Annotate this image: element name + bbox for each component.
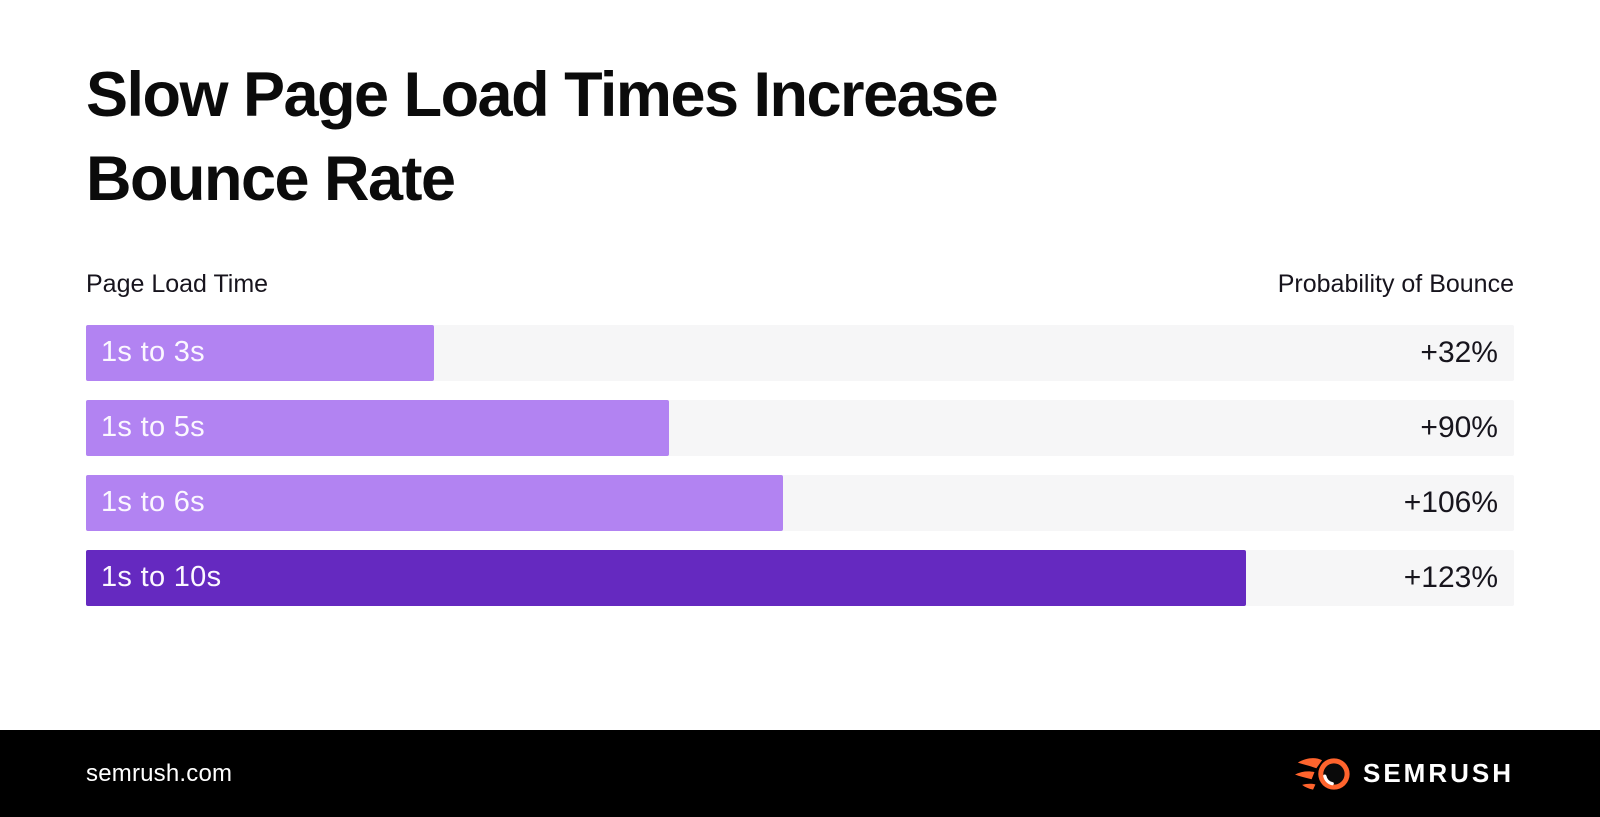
bar-value: +106% <box>1403 485 1498 519</box>
bar-chart: 1s to 3s +32% 1s to 5s +90% 1s to 6s +106% 1s … <box>86 324 1514 606</box>
left-axis-header: Page Load Time <box>86 269 269 298</box>
bar-value: +32% <box>1420 335 1498 369</box>
bar-1s-to-6s: 1s to 6s <box>86 474 783 531</box>
bar-label: 1s to 10s <box>101 561 222 594</box>
bar-1s-to-5s: 1s to 5s <box>86 399 669 456</box>
footer-bar: semrush.com SEMRUSH <box>0 730 1600 817</box>
bar-row: 1s to 5s +90% <box>86 399 1514 456</box>
bar-1s-to-3s: 1s to 3s <box>86 324 435 381</box>
right-axis-header: Probability of Bounce <box>1277 269 1514 298</box>
bar-row: 1s to 10s +123% <box>86 549 1514 606</box>
brand-wordmark: SEMRUSH <box>1362 758 1514 788</box>
bar-value: +123% <box>1403 560 1498 594</box>
website-text: semrush.com <box>86 759 233 787</box>
bar-label: 1s to 5s <box>101 411 205 444</box>
semrush-comet-icon <box>1294 757 1350 790</box>
page-title: Slow Page Load Times Increase Bounce Rat… <box>86 60 999 214</box>
bar-1s-to-10s: 1s to 10s <box>86 549 1246 606</box>
bar-row: 1s to 6s +106% <box>86 474 1514 531</box>
semrush-logo: SEMRUSH <box>1294 753 1514 795</box>
bar-label: 1s to 3s <box>101 336 205 369</box>
bar-label: 1s to 6s <box>101 486 205 519</box>
bar-value: +90% <box>1420 410 1498 444</box>
column-headers: Page Load Time Probability of Bounce <box>86 270 1514 299</box>
bar-row: 1s to 3s +32% <box>86 324 1514 381</box>
